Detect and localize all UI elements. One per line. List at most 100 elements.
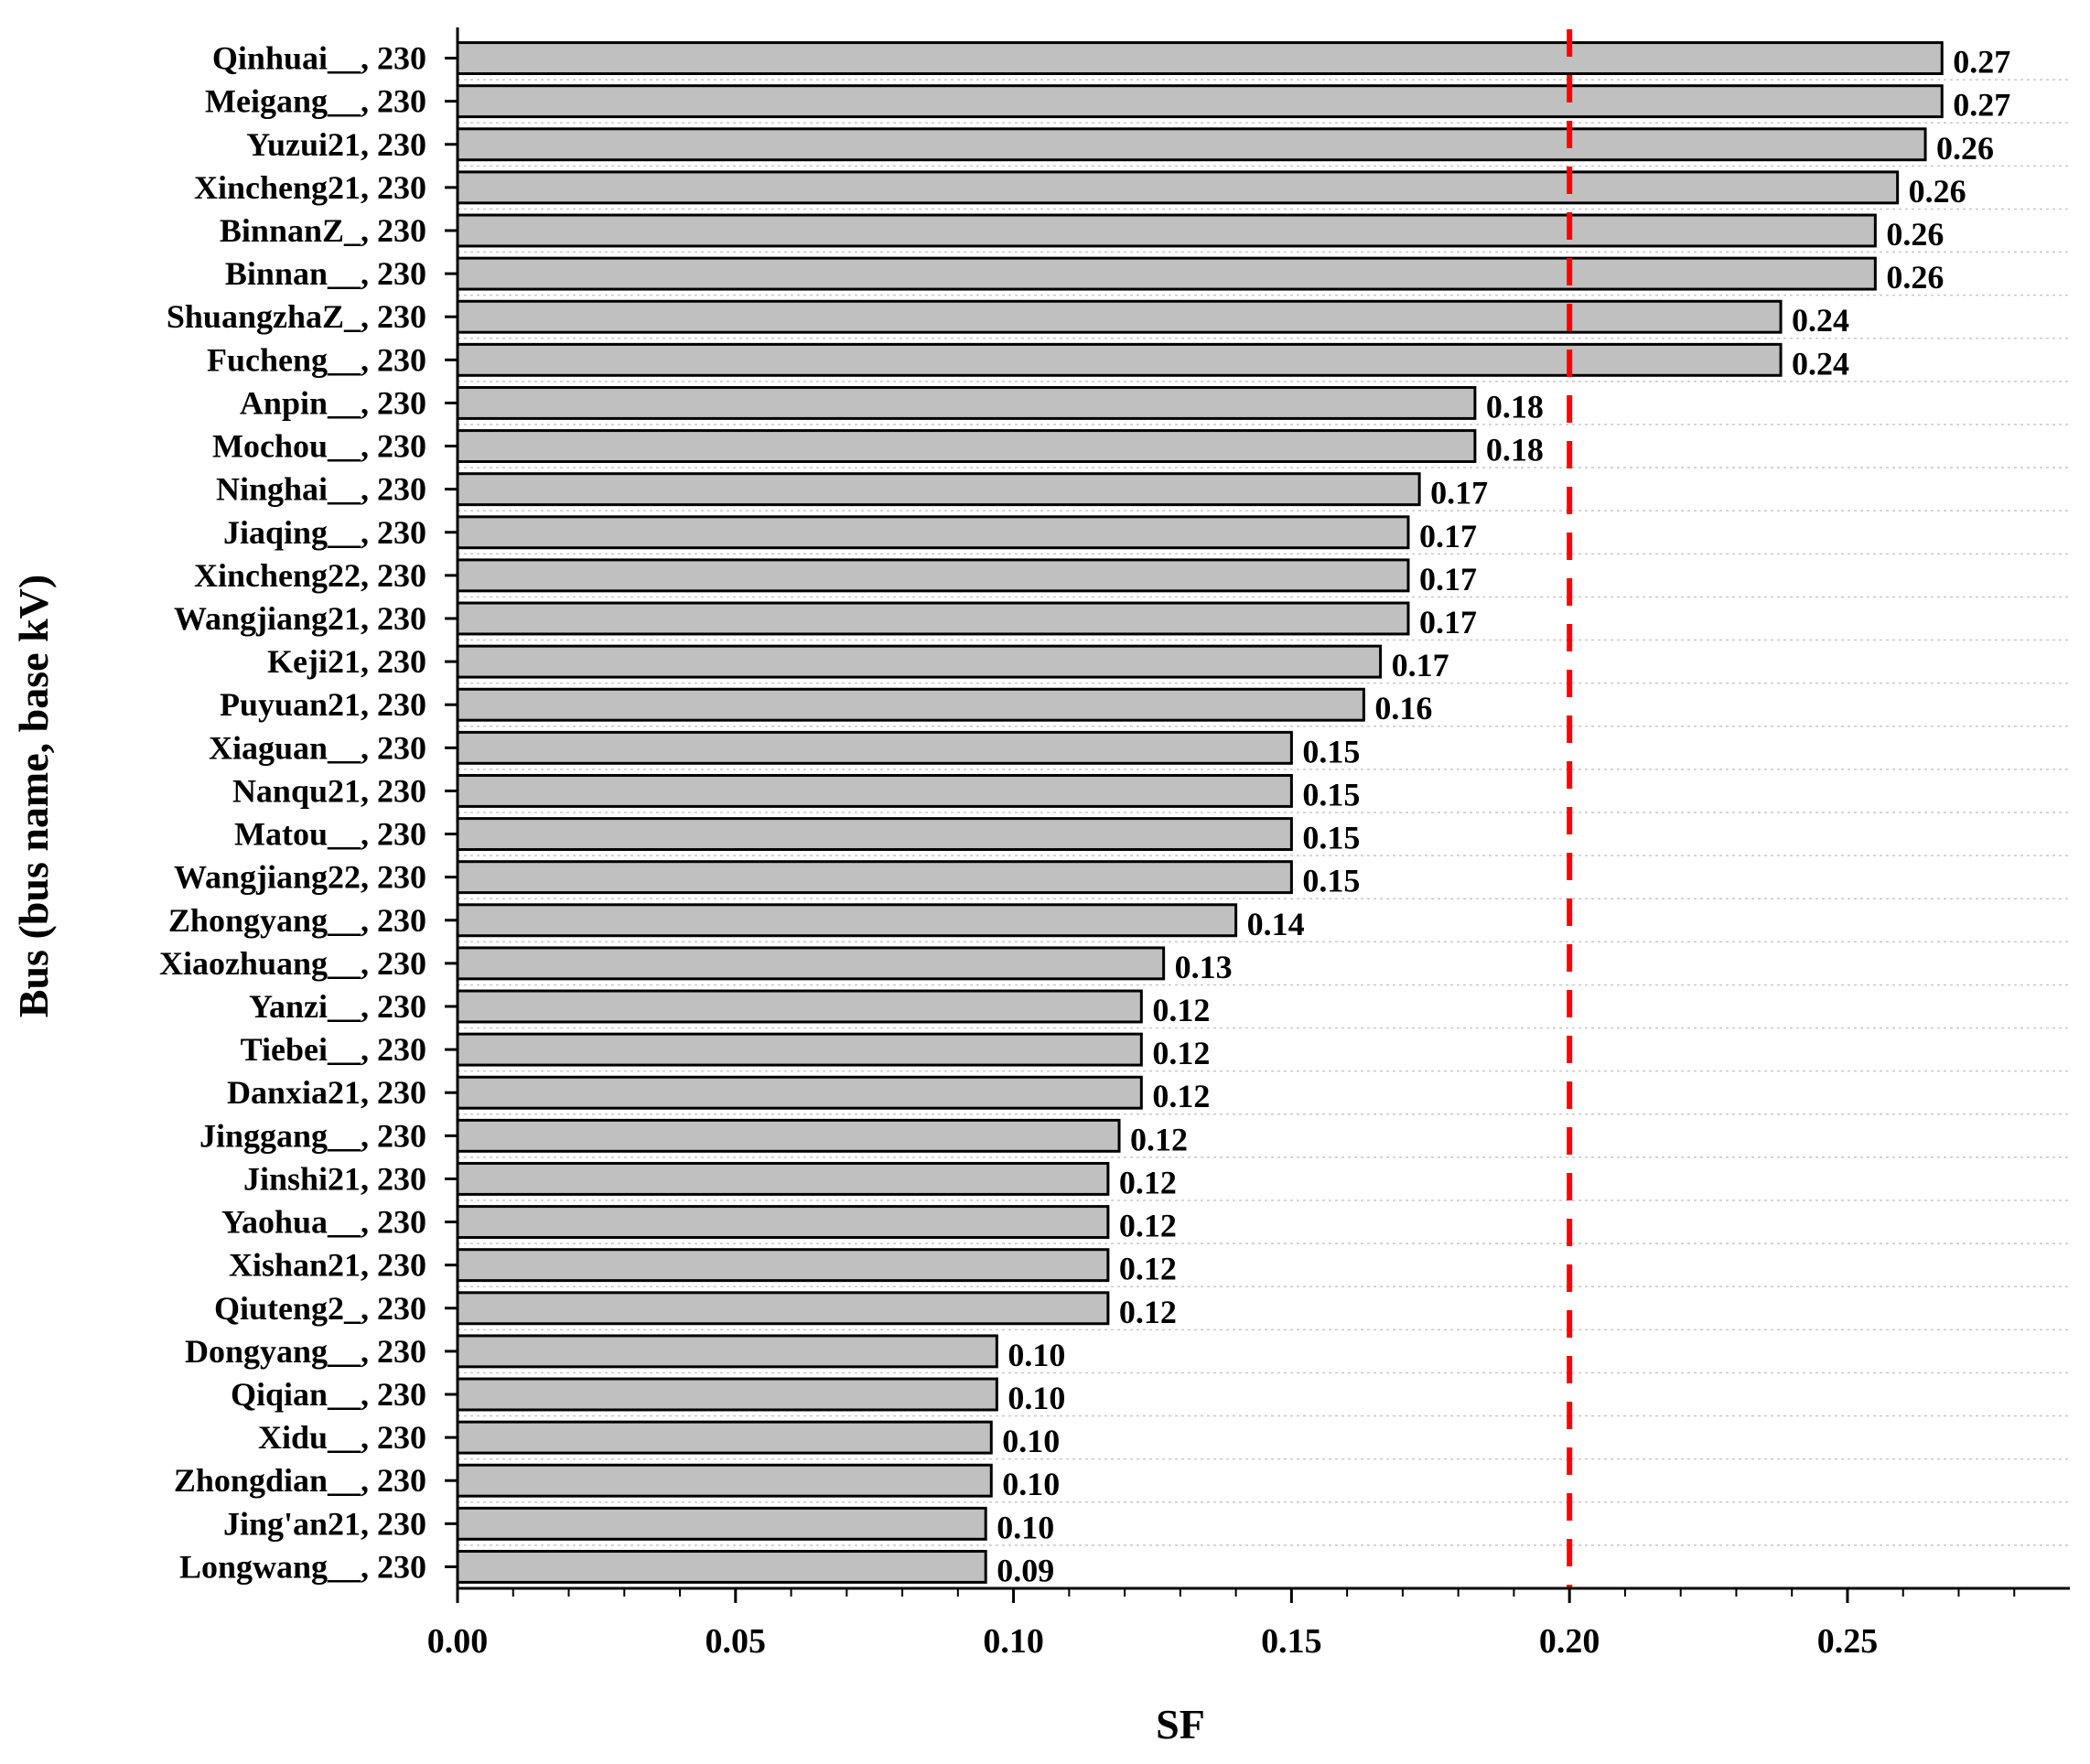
data-label: 0.18 — [1486, 388, 1544, 425]
bar — [456, 170, 1900, 205]
category-label: Tiebei__, 230 — [241, 1031, 426, 1068]
bar — [456, 1205, 1110, 1240]
bar — [456, 1248, 1110, 1283]
bar — [456, 1377, 998, 1412]
bar — [456, 644, 1383, 679]
data-label: 0.12 — [1119, 1164, 1177, 1200]
bar — [456, 127, 1927, 162]
bar — [456, 903, 1238, 938]
category-label: Dongyang__, 230 — [185, 1333, 426, 1370]
bar — [456, 817, 1293, 852]
x-tick-label: 0.15 — [1261, 1622, 1322, 1661]
category-label: Binnan__, 230 — [225, 255, 426, 292]
data-label: 0.17 — [1419, 561, 1477, 597]
bar — [456, 1118, 1121, 1153]
x-axis-title: SF — [1156, 1701, 1205, 1748]
bar — [456, 1463, 993, 1498]
category-label: Longwang__, 230 — [179, 1548, 426, 1585]
category-label: Xiaozhuang__, 230 — [159, 945, 426, 982]
bar — [456, 558, 1410, 593]
category-label: Jinggang__, 230 — [199, 1117, 426, 1154]
data-label: 0.12 — [1152, 992, 1210, 1028]
data-label: 0.15 — [1302, 863, 1360, 899]
data-label: 0.12 — [1152, 1078, 1210, 1114]
bar — [456, 1075, 1143, 1110]
category-label: Jing'an21, 230 — [223, 1505, 426, 1542]
data-label: 0.27 — [1953, 44, 2010, 81]
category-label: Qiuteng2_, 230 — [214, 1290, 426, 1327]
data-label: 0.12 — [1130, 1121, 1188, 1157]
data-label: 0.16 — [1374, 690, 1432, 726]
bar — [456, 730, 1293, 765]
labels: Qinhuai__, 230 0.27 Meigang__, 230 0.27 Yuzu… — [159, 40, 2010, 1661]
data-label: 0.17 — [1430, 475, 1488, 511]
x-tick-label: 0.10 — [983, 1622, 1044, 1661]
data-label: 0.15 — [1302, 776, 1360, 812]
data-label: 0.17 — [1392, 647, 1449, 683]
category-label: ShuangzhaZ_, 230 — [167, 298, 426, 335]
bar — [456, 1161, 1110, 1196]
category-label: Zhongdian__, 230 — [174, 1462, 426, 1499]
bar — [456, 860, 1293, 895]
data-label: 0.15 — [1302, 820, 1360, 856]
bar — [456, 84, 1944, 119]
data-label: 0.12 — [1119, 1294, 1177, 1330]
data-label: 0.12 — [1119, 1251, 1177, 1287]
bar — [456, 773, 1293, 808]
x-tick-label: 0.05 — [706, 1622, 767, 1661]
category-label: Jinshi21, 230 — [243, 1160, 426, 1197]
category-label: Nanqu21, 230 — [232, 772, 426, 809]
data-label: 0.12 — [1119, 1208, 1177, 1244]
bar — [456, 41, 1944, 76]
category-label: Wangjiang21, 230 — [174, 600, 426, 637]
bar — [456, 429, 1477, 464]
category-label: Yanzi__, 230 — [249, 988, 426, 1025]
bar — [456, 1420, 993, 1455]
bar — [456, 256, 1877, 291]
data-label: 0.27 — [1953, 87, 2010, 124]
category-label: Puyuan21, 230 — [220, 686, 426, 723]
bar — [456, 515, 1410, 550]
data-label: 0.14 — [1247, 906, 1305, 942]
bar — [456, 299, 1783, 334]
category-label: Xishan21, 230 — [229, 1247, 426, 1284]
category-label: Xincheng22, 230 — [194, 557, 426, 594]
data-label: 0.10 — [997, 1509, 1054, 1545]
category-label: Yuzui21, 230 — [246, 126, 426, 163]
data-label: 0.13 — [1175, 949, 1233, 985]
category-label: Qinhuai__, 230 — [212, 40, 426, 77]
bar — [456, 385, 1477, 420]
data-label: 0.26 — [1886, 216, 1944, 253]
bar — [456, 472, 1421, 507]
category-label: Ninghai__, 230 — [216, 471, 426, 508]
bar — [456, 1032, 1143, 1067]
data-label: 0.09 — [997, 1552, 1054, 1588]
category-label: Keji21, 230 — [267, 643, 426, 680]
bar — [456, 1291, 1110, 1326]
bar — [456, 989, 1143, 1024]
data-label: 0.17 — [1419, 518, 1477, 554]
category-label: Wangjiang22, 230 — [174, 859, 426, 896]
x-tick-label: 0.00 — [427, 1622, 489, 1661]
y-axis-title: Bus (bus name, base kV) — [10, 575, 57, 1017]
data-label: 0.12 — [1152, 1035, 1210, 1071]
category-label: Mochou__, 230 — [212, 428, 426, 465]
category-label: Anpin__, 230 — [240, 384, 426, 421]
data-label: 0.26 — [1936, 130, 1994, 167]
bar — [456, 213, 1877, 248]
category-label: Meigang__, 230 — [205, 83, 426, 120]
category-label: Xidu__, 230 — [258, 1419, 426, 1456]
bar — [456, 601, 1410, 636]
x-tick-label: 0.20 — [1539, 1622, 1600, 1661]
x-tick-label: 0.25 — [1817, 1622, 1879, 1661]
data-label: 0.10 — [1007, 1380, 1065, 1416]
category-label: BinnanZ_, 230 — [220, 212, 426, 249]
category-label: Yaohua__, 230 — [221, 1204, 426, 1241]
data-label: 0.24 — [1792, 345, 1849, 382]
bar — [456, 1334, 998, 1369]
data-label: 0.10 — [1007, 1337, 1065, 1373]
category-label: Xincheng21, 230 — [194, 169, 426, 206]
data-label: 0.24 — [1792, 302, 1849, 339]
category-label: Danxia21, 230 — [227, 1074, 426, 1111]
